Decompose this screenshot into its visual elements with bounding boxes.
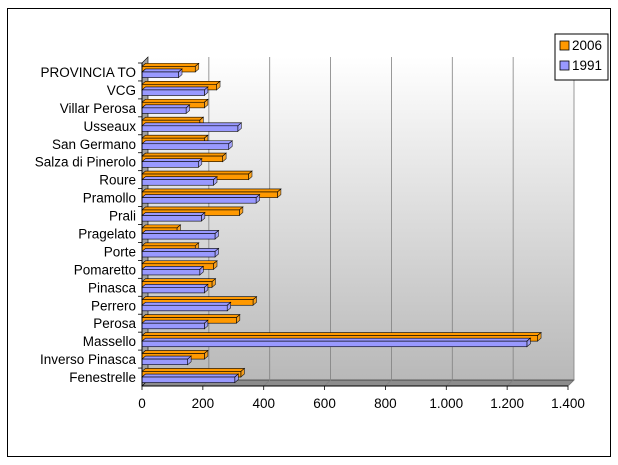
category-label: Villar Perosa — [60, 101, 137, 116]
bar-1991-12 — [141, 283, 209, 294]
bar-1991-11 — [141, 265, 205, 276]
bar-1991-4 — [141, 140, 234, 151]
gridline-floor — [506, 379, 514, 387]
x-tick-label: 600 — [313, 396, 336, 411]
legend-label-1991: 1991 — [572, 58, 602, 73]
gridline-floor — [324, 379, 331, 387]
category-label: PROVINCIA TO — [40, 65, 136, 80]
category-label: Porte — [104, 244, 136, 259]
legend-swatch-2006 — [559, 40, 570, 51]
category-label: Pragelato — [78, 226, 136, 241]
category-label: Roure — [99, 173, 136, 188]
legend-label-2006: 2006 — [572, 38, 602, 53]
category-label: Pramollo — [83, 191, 136, 206]
x-tick-label: 0 — [138, 396, 146, 411]
bar-1991-2 — [141, 104, 191, 115]
bar-1991-8 — [141, 211, 206, 222]
bar-1991-10 — [141, 247, 220, 258]
legend-swatch-1991 — [559, 60, 570, 71]
category-label: Massello — [83, 334, 136, 349]
bar-1991-7 — [141, 193, 261, 204]
bar-1991-0 — [141, 68, 183, 79]
category-label: Usseaux — [83, 119, 136, 134]
bar-1991-1 — [141, 86, 209, 97]
bar-1991-3 — [141, 122, 243, 133]
category-label: Fenestrelle — [69, 370, 136, 385]
bar-1991-6 — [141, 175, 218, 186]
x-tick-label: 1.400 — [551, 396, 585, 411]
gridline-floor — [567, 379, 575, 387]
category-label: Prali — [109, 209, 136, 224]
category-label: Perrero — [91, 298, 136, 313]
x-tick-label: 1.000 — [429, 396, 463, 411]
bar-1991-14 — [141, 319, 209, 330]
bar-1991-17 — [141, 373, 240, 384]
category-label: San Germano — [52, 137, 136, 152]
category-label: Pinasca — [88, 280, 137, 295]
category-label: Inverso Pinasca — [40, 352, 137, 367]
gridline-floor — [385, 379, 392, 387]
bar-1991-5 — [141, 158, 203, 168]
category-label: Pomaretto — [74, 262, 136, 277]
x-tick-label: 800 — [374, 396, 397, 411]
category-label: VCG — [107, 83, 136, 98]
x-tick-label: 1.200 — [490, 396, 524, 411]
category-label: Salza di Pinerolo — [35, 155, 136, 170]
bar-1991-13 — [141, 301, 232, 312]
category-label: Perosa — [93, 316, 136, 331]
bar-1991-9 — [141, 229, 220, 240]
gridline-floor — [446, 379, 453, 387]
bar-1991-16 — [141, 355, 192, 366]
x-tick-label: 200 — [192, 396, 215, 411]
gridline-floor — [263, 379, 270, 387]
bar-1991-15 — [141, 337, 532, 348]
x-tick-label: 400 — [252, 396, 275, 411]
